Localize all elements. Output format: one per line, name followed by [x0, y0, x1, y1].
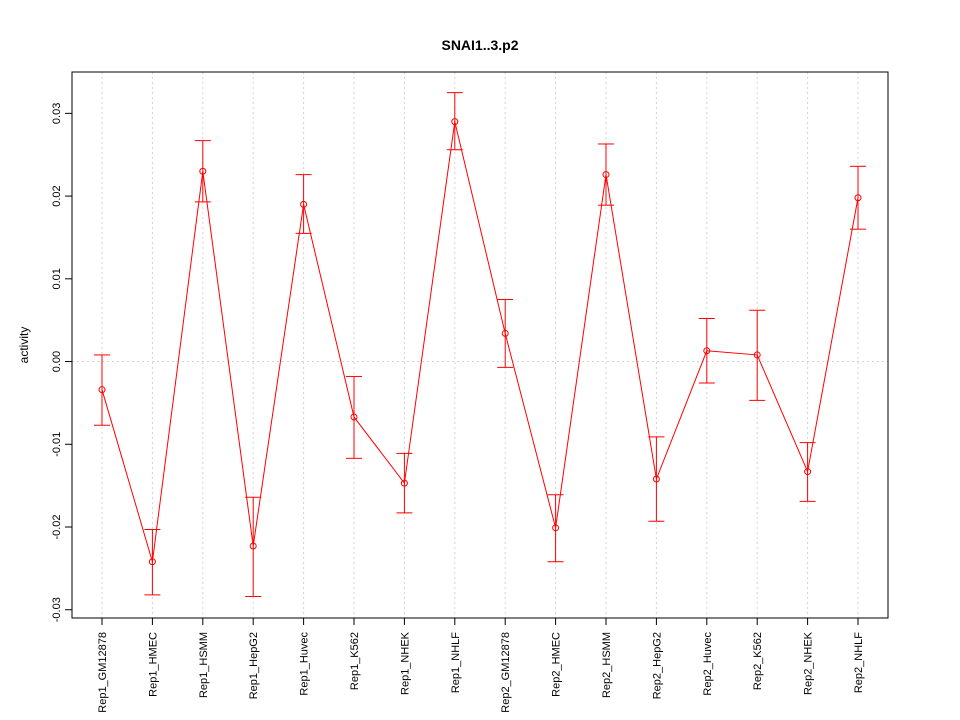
- data-point: [98, 386, 106, 394]
- y-tick-label: 0.03: [51, 103, 63, 124]
- grid: [72, 72, 888, 618]
- x-tick-label: Rep2_NHLF: [853, 632, 865, 693]
- series-line: [101, 121, 859, 562]
- data-point: [703, 347, 711, 355]
- data-point: [652, 475, 660, 483]
- x-tick-label: Rep1_K562: [349, 632, 361, 690]
- y-axis-label: activity: [17, 327, 31, 364]
- x-tick-label: Rep1_NHEK: [399, 631, 411, 695]
- x-tick-label: Rep2_HSMM: [601, 632, 613, 698]
- x-tick-label: Rep1_HepG2: [248, 632, 260, 699]
- x-tick-label: Rep2_Huvec: [702, 632, 714, 696]
- x-tick-label: Rep2_HepG2: [651, 632, 663, 699]
- y-axis: -0.03 -0.02 -0.01 0.00 0.01 0.02 0.03: [51, 103, 72, 622]
- data-point: [199, 167, 207, 175]
- y-tick-label: -0.03: [51, 597, 63, 622]
- data-point: [552, 524, 560, 532]
- y-tick-label: 0.00: [51, 351, 63, 372]
- x-tick-label: Rep2_HMEC: [551, 632, 563, 697]
- y-tick-label: 0.01: [51, 268, 63, 289]
- data-point: [249, 542, 257, 550]
- y-tick-label: -0.02: [51, 514, 63, 539]
- series: [94, 92, 866, 597]
- x-tick-label: Rep2_NHEK: [803, 631, 815, 695]
- data-point: [501, 329, 509, 337]
- chart-title: SNAI1..3.p2: [441, 37, 518, 53]
- data-point: [804, 468, 812, 476]
- data-point: [753, 351, 761, 359]
- y-tick-label: -0.01: [51, 432, 63, 457]
- data-point: [854, 194, 862, 202]
- x-tick-label: Rep1_Huvec: [299, 632, 311, 696]
- x-tick-label: Rep1_HSMM: [198, 632, 210, 698]
- x-tick-label: Rep2_GM12878: [500, 632, 512, 713]
- y-tick-label: 0.02: [51, 185, 63, 206]
- x-tick-label: Rep1_GM12878: [97, 632, 109, 713]
- data-point: [451, 118, 459, 126]
- data-point: [300, 200, 308, 208]
- data-point: [400, 479, 408, 487]
- data-point: [350, 413, 358, 421]
- data-point: [602, 171, 610, 179]
- x-tick-label: Rep2_K562: [752, 632, 764, 690]
- x-tick-label: Rep1_HMEC: [147, 632, 159, 697]
- plot-frame: [71, 71, 889, 619]
- x-tick-label: Rep1_NHLF: [450, 632, 462, 693]
- x-axis: Rep1_GM12878 Rep1_HMEC Rep1_HSMM Rep1_HepG2…: [97, 618, 865, 713]
- data-point: [148, 558, 156, 566]
